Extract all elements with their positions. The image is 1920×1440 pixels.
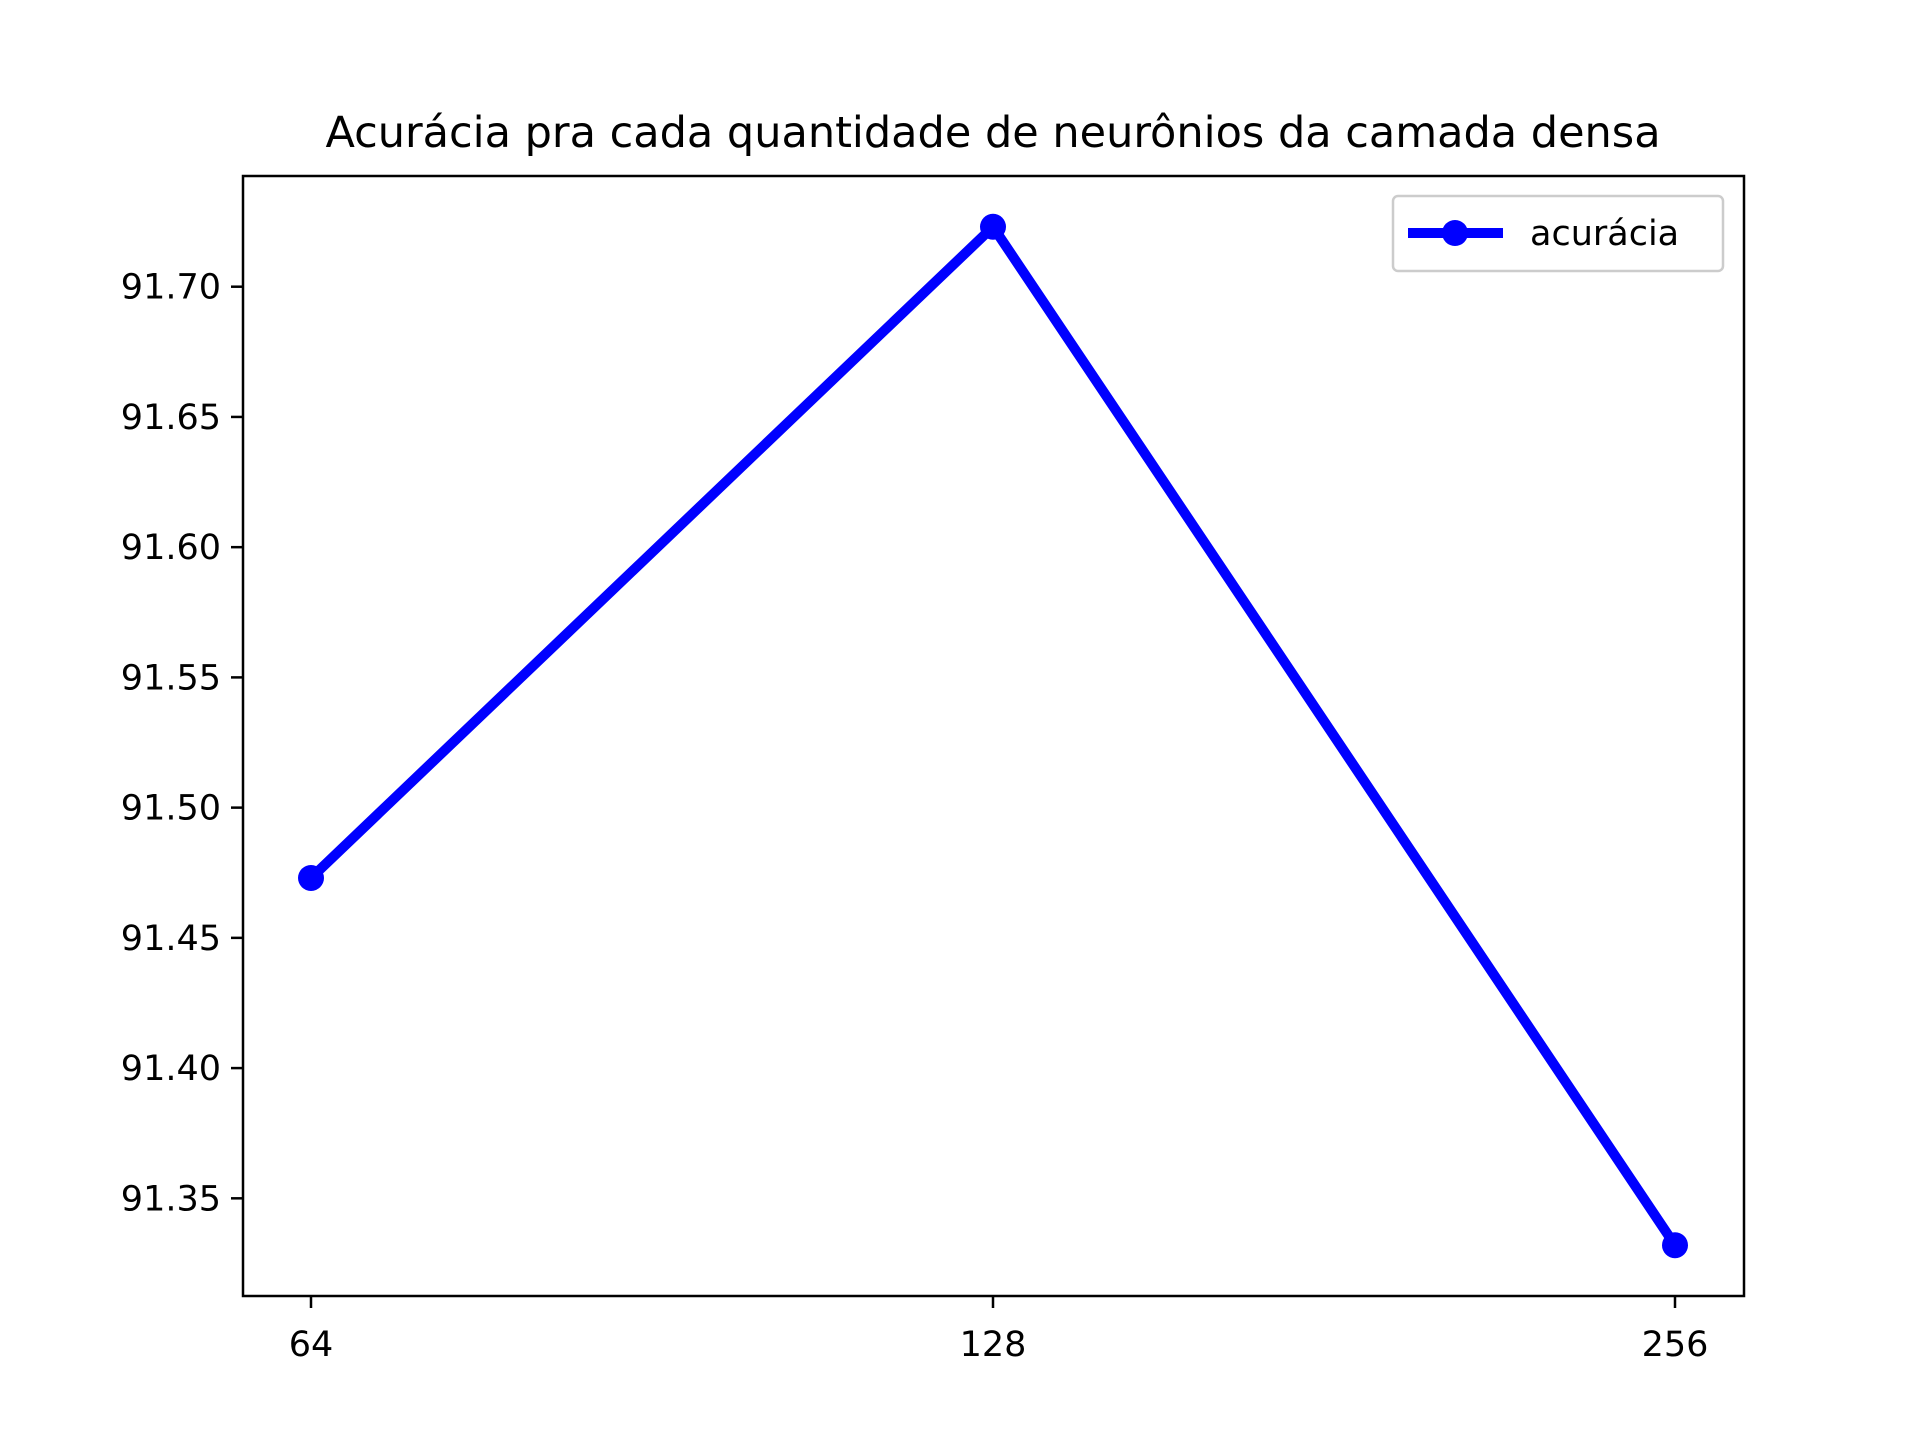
y-tick-label: 91.45 (121, 919, 221, 959)
legend-box (1391, 194, 1725, 273)
legend-marker (1442, 220, 1468, 246)
x-tick-label: 256 (1642, 1325, 1709, 1365)
x-tick-label: 128 (960, 1325, 1027, 1365)
series-layer (298, 213, 1688, 1259)
y-tick-label: 91.55 (121, 658, 221, 698)
y-tick-label: 91.50 (121, 789, 221, 829)
y-tick-label: 91.40 (121, 1049, 221, 1089)
series-line (306, 221, 1680, 1251)
x-axis: 64 128 256 (289, 1296, 1709, 1365)
data-point (298, 864, 324, 891)
x-tick-label: 64 (289, 1325, 334, 1365)
y-tick-label: 91.35 (121, 1179, 221, 1219)
data-point (1662, 1232, 1688, 1259)
data-point (980, 213, 1006, 240)
plot-frame (241, 174, 1746, 1298)
legend-label: acurácia (1530, 214, 1679, 254)
chart-title: Acurácia pra cada quantidade de neurônio… (325, 108, 1660, 158)
y-tick-label: 91.65 (121, 398, 221, 438)
y-axis: 91.35 91.40 91.45 91.50 91.55 91.60 91.65 91.70 (121, 268, 243, 1219)
y-tick-label: 91.60 (121, 528, 221, 568)
legend: acurácia (1391, 194, 1725, 273)
y-tick-label: 91.70 (121, 268, 221, 308)
